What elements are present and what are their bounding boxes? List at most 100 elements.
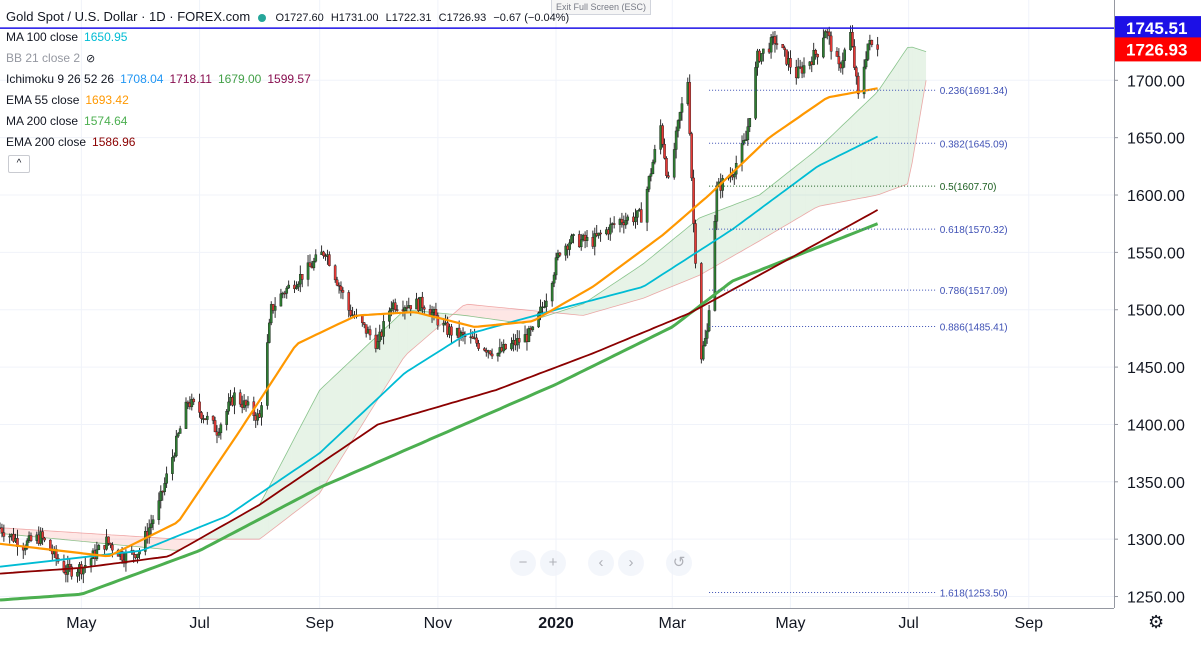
ichimoku-cloud-segment: [416, 310, 422, 346]
zoom-out-button[interactable]: −: [510, 550, 536, 576]
last-price-label-text: 1726.93: [1126, 40, 1187, 59]
ichimoku-cloud-segment: [662, 244, 667, 291]
candle-body: [390, 308, 393, 312]
ichimoku-cloud-segment: [680, 229, 686, 283]
candle-body: [388, 310, 391, 322]
settings-gear-icon[interactable]: ⚙: [1148, 612, 1165, 632]
ichimoku-cloud-segment: [606, 285, 612, 309]
ichimoku-cloud-segment: [125, 535, 130, 546]
candle-body: [579, 239, 583, 248]
indicator-value: 1650.95: [84, 30, 128, 44]
legend-row[interactable]: MA 100 close 1650.95: [6, 27, 573, 48]
candle-body: [395, 309, 399, 311]
candle-body: [225, 410, 228, 425]
indicator-label: MA 100 close: [6, 30, 79, 44]
candle-body: [539, 306, 542, 314]
ichimoku-cloud-segment: [333, 372, 339, 472]
candle-body: [864, 59, 868, 68]
legend-row[interactable]: EMA 55 close 1693.42: [6, 90, 573, 111]
candle-body: [23, 548, 27, 551]
series-line-ma-100-close: [0, 135, 879, 568]
ichimoku-cloud-segment: [787, 169, 792, 225]
candle-body: [545, 300, 548, 307]
candle-body: [568, 242, 571, 250]
ichimoku-cloud-segment: [92, 533, 98, 543]
candle-body: [866, 43, 870, 60]
ichimoku-cloud-segment: [768, 184, 774, 236]
fib-level-label: 0.236(1691.34): [940, 86, 1008, 97]
candle-body: [378, 331, 382, 342]
fib-level-label: 0.618(1570.32): [940, 225, 1008, 236]
ichimoku-cloud-segment: [152, 537, 158, 549]
legend-row[interactable]: EMA 200 close 1586.96: [6, 132, 573, 153]
candle-body: [862, 66, 866, 95]
candle-body: [744, 139, 748, 142]
candle-body: [870, 40, 874, 45]
candle-body: [43, 537, 46, 541]
candle-body: [269, 304, 273, 324]
candle-body: [552, 274, 556, 284]
ichimoku-cloud-segment: [801, 158, 806, 217]
candle-body: [461, 332, 465, 335]
hidden-eye-icon[interactable]: ⊘: [86, 53, 96, 65]
candle-body: [531, 326, 535, 331]
candle-body: [876, 44, 879, 50]
candle-body: [537, 312, 540, 328]
candle-body: [851, 31, 854, 47]
ichimoku-cloud-segment: [305, 408, 311, 505]
scroll-right-button[interactable]: ›: [618, 550, 644, 576]
ichimoku-cloud-segment: [851, 111, 857, 200]
y-tick-label: 1300.00: [1127, 532, 1185, 549]
legend-row[interactable]: Ichimoku 9 26 52 26 1708.04 1718.11 1679.00…: [6, 69, 573, 90]
candle-body: [285, 287, 289, 294]
ichimoku-cloud-segment: [912, 47, 917, 163]
indicator-value: 1599.57: [267, 72, 311, 86]
ichimoku-cloud-segment: [870, 94, 876, 197]
ichimoku-cloud-segment: [240, 512, 246, 540]
last-price-label-box: [1115, 37, 1201, 62]
ichimoku-cloud-segment: [476, 305, 482, 318]
candle-body: [198, 401, 201, 413]
candle-body: [707, 310, 711, 332]
candle-body: [8, 535, 11, 538]
candle-body: [227, 401, 230, 412]
candle-body: [703, 338, 707, 347]
indicator-label: Ichimoku 9 26 52 26: [6, 72, 115, 86]
candle-body: [789, 58, 792, 68]
ichimoku-cloud-segment: [523, 309, 528, 324]
legend-row[interactable]: BB 21 close 2 ⊘: [6, 48, 573, 69]
legend-row[interactable]: MA 200 close 1574.64: [6, 111, 573, 132]
candle-body: [349, 310, 352, 316]
ichimoku-cloud-segment: [865, 98, 871, 198]
candle-body: [661, 125, 664, 145]
candle-body: [781, 44, 785, 49]
candle-body: [297, 283, 300, 288]
candle-body: [483, 348, 486, 351]
candle-body: [705, 330, 709, 339]
indicator-value: 1574.64: [84, 114, 128, 128]
ichimoku-cloud-segment: [87, 533, 93, 543]
fib-level-label: 0.5(1607.70): [940, 182, 997, 193]
candle-body: [572, 234, 575, 236]
ichimoku-cloud-segment: [171, 538, 176, 551]
scroll-left-button[interactable]: ‹: [588, 550, 614, 576]
collapse-legend-button[interactable]: ^: [8, 155, 30, 173]
candle-body: [620, 219, 624, 223]
candle-body: [713, 221, 717, 311]
candle-body: [680, 103, 684, 113]
exit-fullscreen-button[interactable]: Exit Full Screen (ESC): [551, 0, 652, 15]
candle-body: [608, 224, 612, 235]
candle-body: [171, 457, 174, 474]
candle-body: [496, 352, 500, 357]
zoom-in-button[interactable]: +: [540, 550, 566, 576]
ichimoku-cloud-segment: [861, 103, 866, 199]
candle-body: [328, 254, 331, 266]
candle-body: [29, 535, 33, 541]
candle-body: [634, 217, 637, 223]
candle-body: [159, 490, 163, 501]
ichimoku-cloud-segment: [671, 237, 677, 287]
reset-chart-button[interactable]: ↺: [666, 550, 692, 576]
indicator-value: 1718.11: [169, 72, 212, 86]
